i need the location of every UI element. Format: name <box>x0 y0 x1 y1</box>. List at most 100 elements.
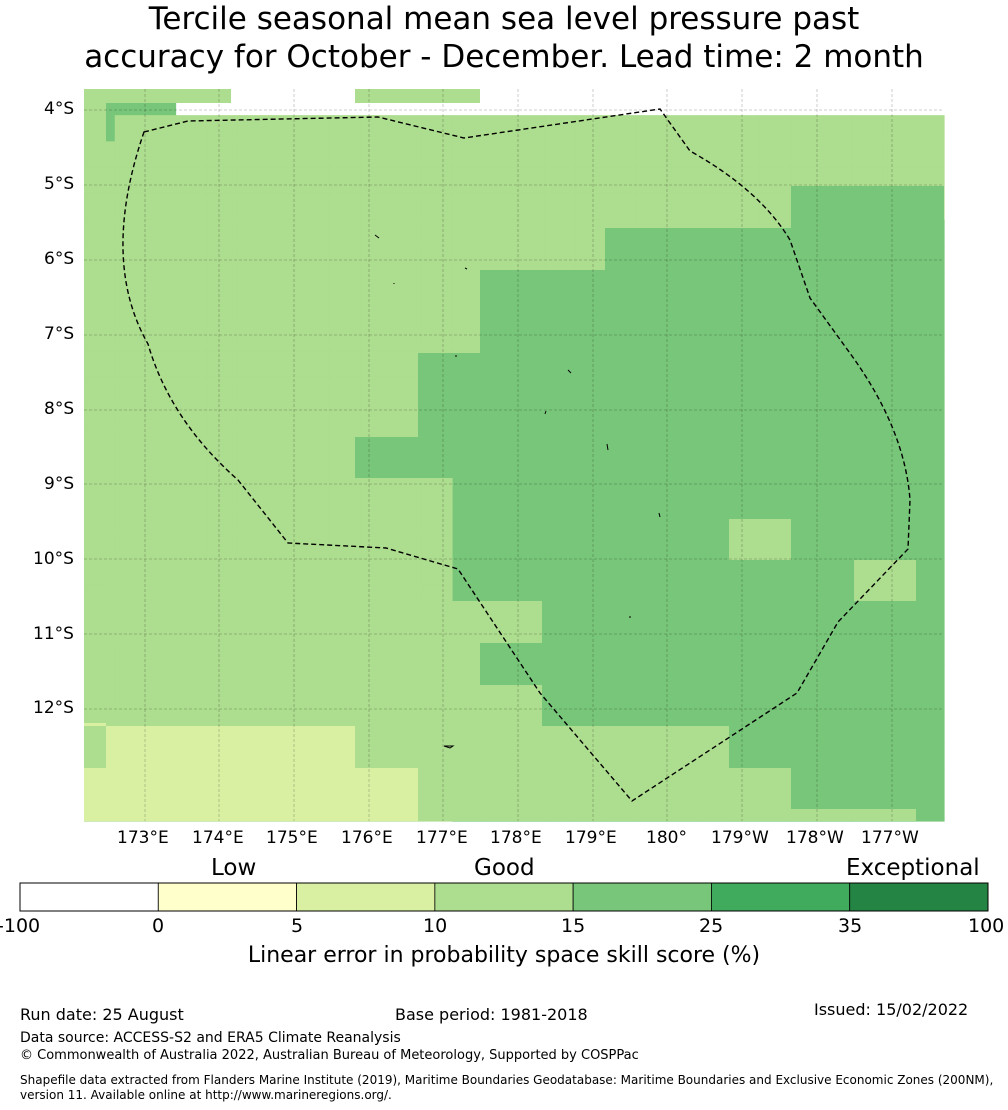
skill-cell <box>299 193 331 221</box>
skill-cell <box>421 193 454 221</box>
skill-cell <box>299 89 331 116</box>
skill-cell <box>821 664 853 691</box>
skill-cell <box>360 141 392 169</box>
skill-cell <box>421 245 454 273</box>
skill-cell <box>698 585 730 613</box>
run-date: Run date: 25 August <box>20 1005 184 1024</box>
lon-label: 175°E <box>266 828 318 848</box>
skill-cell <box>206 115 239 142</box>
skill-cell <box>729 638 761 665</box>
skill-cell <box>729 167 761 195</box>
issued-date: Issued: 15/02/2022 <box>814 1000 969 1019</box>
skill-cell <box>206 245 239 273</box>
skill-region <box>854 560 916 601</box>
skill-cell <box>575 611 607 639</box>
skill-cell <box>114 481 147 508</box>
skill-cell <box>544 193 577 221</box>
skill-cell <box>114 428 147 456</box>
skill-cell <box>452 507 484 535</box>
lat-label: 8°S <box>44 399 75 419</box>
skill-cell <box>851 716 884 744</box>
skill-cell <box>268 350 300 378</box>
skill-cell <box>698 193 730 221</box>
skill-cell <box>882 638 914 665</box>
skill-cell <box>84 272 116 299</box>
island <box>443 745 455 749</box>
skill-cell <box>882 115 914 142</box>
island <box>658 512 661 518</box>
skill-cell <box>667 664 699 691</box>
skill-cell <box>606 89 638 116</box>
skill-cell <box>145 272 177 299</box>
skill-cell <box>575 559 607 587</box>
skill-cell <box>636 559 669 587</box>
skill-cell <box>360 507 392 535</box>
skill-cell <box>698 115 730 142</box>
skill-cell <box>759 585 792 613</box>
lat-label: 6°S <box>44 249 75 269</box>
skill-cell <box>237 428 269 456</box>
graticule <box>84 89 944 821</box>
skill-cell <box>913 115 945 142</box>
skill-cell <box>360 167 392 195</box>
skill-cell <box>729 141 761 169</box>
skill-cell <box>237 89 269 116</box>
skill-cell <box>544 141 577 169</box>
skill-cell <box>636 664 669 691</box>
skill-cell <box>913 611 945 639</box>
eez-boundary <box>122 108 911 802</box>
skill-cell <box>729 559 761 587</box>
skill-cell <box>391 298 423 325</box>
skill-cell <box>176 455 208 482</box>
category-good: Good <box>474 855 535 881</box>
skill-region <box>84 560 916 821</box>
skill-cell <box>391 507 423 535</box>
skill-cell <box>514 507 546 535</box>
island <box>606 443 609 451</box>
skill-cell <box>636 167 669 195</box>
skill-cell <box>759 559 792 587</box>
skill-cell <box>206 533 239 561</box>
skill-cell <box>421 324 454 352</box>
skill-cell <box>851 141 884 169</box>
skill-cell <box>145 507 177 535</box>
skill-cell <box>575 533 607 561</box>
skill-cell <box>667 167 699 195</box>
skill-cell <box>329 376 362 404</box>
skill-cell <box>606 141 638 169</box>
lon-label: 177°E <box>416 828 468 848</box>
skill-cell <box>759 167 792 195</box>
skill-cell <box>821 89 853 116</box>
skill-cell <box>913 716 945 744</box>
skill-cell <box>391 141 423 169</box>
lat-label: 7°S <box>44 324 75 344</box>
skill-cell <box>421 167 454 195</box>
skill-cell <box>514 167 546 195</box>
skill-cell <box>882 742 914 770</box>
skill-cell <box>360 193 392 221</box>
skill-cell <box>698 690 730 718</box>
skill-cell <box>667 611 699 639</box>
shapefile-credit-line-2: version 11. Available online at http://w… <box>20 1088 392 1102</box>
skill-cell <box>790 742 822 770</box>
skill-cell <box>452 298 484 325</box>
skill-cell <box>421 115 454 142</box>
skill-region <box>84 89 231 145</box>
skill-cell <box>237 167 269 195</box>
data-source: Data source: ACCESS-S2 and ERA5 Climate … <box>20 1030 401 1046</box>
skill-cell <box>606 664 638 691</box>
skill-cell <box>299 402 331 430</box>
skill-cell <box>913 768 945 796</box>
skill-cell <box>667 585 699 613</box>
map-title-line-2: accuracy for October - December. Lead ti… <box>84 39 924 75</box>
skill-cell <box>114 219 147 247</box>
skill-cell <box>268 428 300 456</box>
island <box>567 369 572 374</box>
skill-cell <box>729 611 761 639</box>
skill-cell <box>759 638 792 665</box>
skill-cell <box>452 167 484 195</box>
category-low: Low <box>211 855 257 881</box>
skill-cell <box>114 298 147 325</box>
skill-cell <box>268 298 300 325</box>
